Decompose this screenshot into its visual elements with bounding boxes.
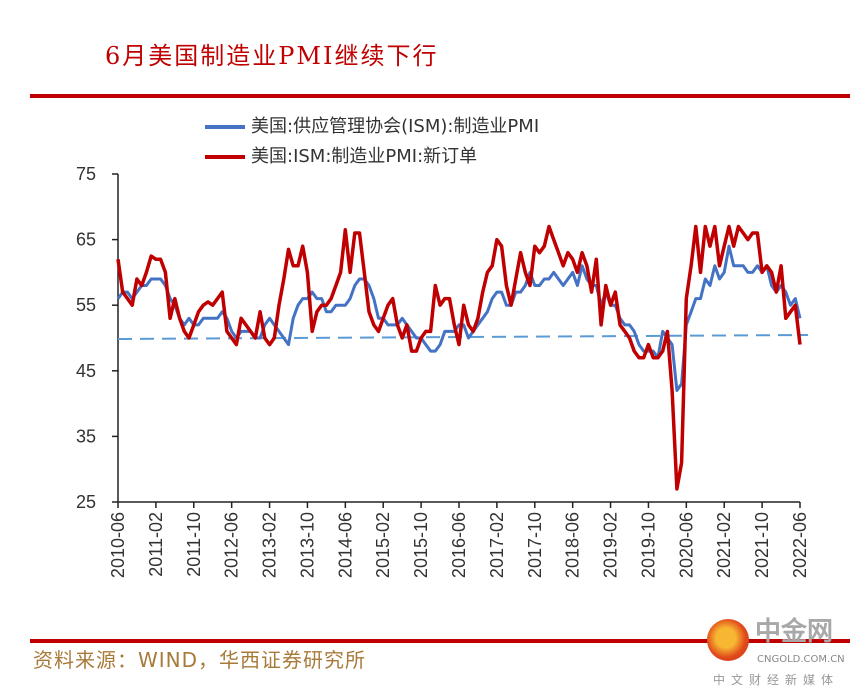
y-tick-label: 35 [76,426,96,446]
x-tick-label: 2020-06 [676,512,696,578]
bottom-divider [30,639,850,643]
x-tick-label: 2015-02 [373,512,393,578]
watermark: 中金网 CNGOLD.COM.CN 中文财经新媒体 [705,617,865,691]
x-tick-label: 2021-10 [752,512,772,578]
x-tick-label: 2010-06 [108,512,128,578]
source-note: 资料来源：WIND，华西证券研究所 [33,648,367,672]
reference-line-50 [117,334,809,340]
x-tick-label: 2017-02 [487,512,507,578]
legend-item-pmi: 美国:供应管理协会(ISM):制造业PMI [205,112,539,142]
x-tick-label: 2022-06 [790,512,810,578]
x-tick-label: 2011-02 [146,512,166,577]
x-tick-label: 2018-06 [563,512,583,578]
watermark-name: 中金网 [755,617,834,647]
x-tick-label: 2013-10 [297,512,317,578]
watermark-url: CNGOLD.COM.CN [757,654,845,665]
y-tick-label: 25 [76,492,96,512]
top-divider [30,94,850,98]
x-tick-label: 2015-10 [411,512,431,578]
page-title: 6月美国制造业PMI继续下行 [105,42,439,70]
new-orders-line [116,224,802,491]
legend-label-pmi: 美国:供应管理协会(ISM):制造业PMI [251,116,540,137]
x-tick-label: 2011-10 [184,512,204,577]
x-tick-label: 2017-10 [525,512,545,578]
chart-legend: 美国:供应管理协会(ISM):制造业PMI 美国:ISM:制造业PMI:新订单 [205,112,539,172]
x-tick-label: 2019-02 [601,512,621,578]
x-tick-label: 2019-10 [638,512,658,578]
watermark-tagline: 中文财经新媒体 [713,673,840,687]
y-tick-label: 55 [76,295,96,315]
legend-swatch-pmi [205,125,245,129]
y-tick-label: 75 [76,164,96,184]
legend-item-new-orders: 美国:ISM:制造业PMI:新订单 [205,142,539,172]
x-tick-label: 2016-06 [449,512,469,578]
x-tick-label: 2012-06 [222,512,242,578]
legend-swatch-new-orders [205,155,245,159]
x-tick-label: 2013-02 [260,512,280,578]
y-tick-label: 65 [76,230,96,250]
line-chart: 25 35 45 55 65 75 2010-06 2011-02 2011-10 2012-06… [76,164,810,578]
y-tick-label: 45 [76,361,96,381]
x-tick-label: 2014-06 [335,512,355,578]
cngold-logo-icon [707,619,749,661]
x-tick-label: 2021-02 [714,512,734,578]
pmi-line [116,244,802,392]
legend-label-new-orders: 美国:ISM:制造业PMI:新订单 [251,146,478,167]
